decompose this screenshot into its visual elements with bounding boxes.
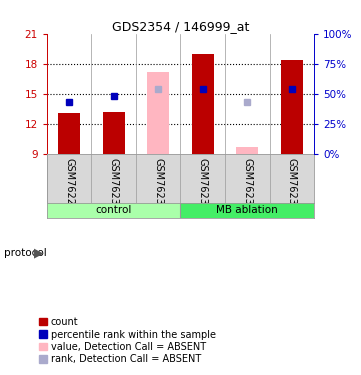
Text: protocol: protocol [4, 248, 46, 258]
Text: GSM76233: GSM76233 [242, 158, 252, 212]
Text: GSM76231: GSM76231 [153, 158, 163, 212]
Bar [147, 72, 169, 154]
Bar [47, 203, 180, 217]
Title: GDS2354 / 146999_at: GDS2354 / 146999_at [112, 20, 249, 33]
Text: GSM76232: GSM76232 [198, 158, 208, 212]
Text: GSM76234: GSM76234 [287, 158, 297, 212]
Bar [236, 147, 258, 154]
Bar [280, 60, 303, 154]
Text: MB ablation: MB ablation [216, 205, 278, 215]
Text: control: control [96, 205, 132, 215]
Text: ▶: ▶ [34, 247, 44, 259]
Text: GSM76230: GSM76230 [109, 158, 119, 212]
Bar [192, 54, 214, 154]
Bar [180, 203, 314, 217]
Text: GSM76229: GSM76229 [64, 158, 74, 212]
Bar [103, 112, 125, 154]
Legend: count, percentile rank within the sample, value, Detection Call = ABSENT, rank, : count, percentile rank within the sample… [37, 315, 218, 366]
Bar [58, 113, 80, 154]
